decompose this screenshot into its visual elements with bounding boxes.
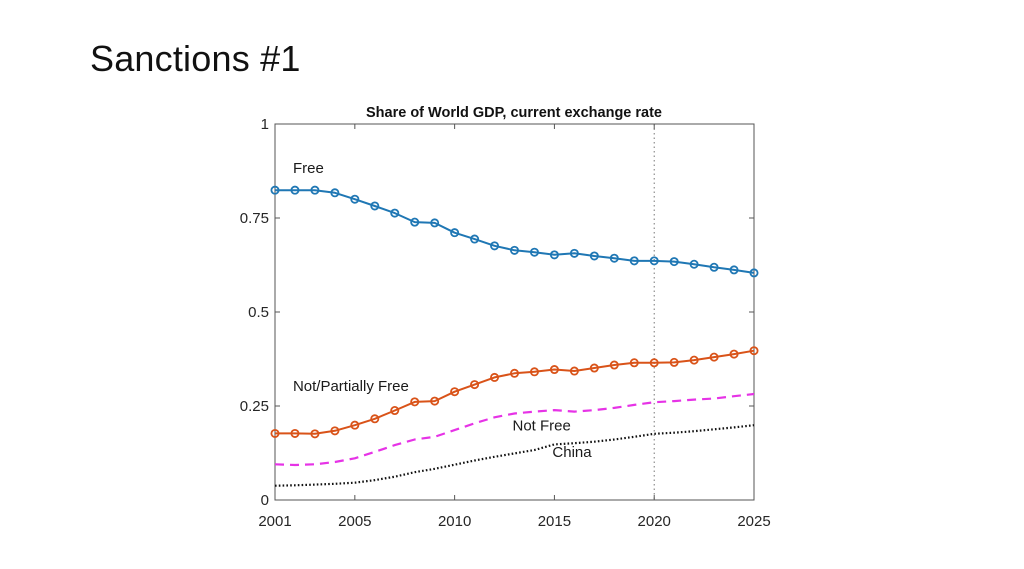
data-point-not-partially-free bbox=[370, 414, 380, 424]
series-line-free bbox=[275, 189, 755, 274]
data-point-free bbox=[390, 208, 400, 218]
data-point-free bbox=[589, 251, 599, 261]
data-point-not-partially-free bbox=[669, 357, 679, 367]
data-point-free bbox=[749, 268, 759, 278]
data-point-free bbox=[330, 188, 340, 198]
data-point-free bbox=[310, 185, 320, 195]
data-point-not-partially-free bbox=[509, 368, 519, 378]
y-tick-label: 0.75 bbox=[240, 210, 269, 227]
x-tick-label: 2001 bbox=[258, 513, 291, 530]
data-point-not-partially-free bbox=[490, 372, 500, 382]
data-point-free bbox=[490, 241, 500, 251]
data-point-not-partially-free bbox=[350, 420, 360, 430]
data-point-not-partially-free bbox=[729, 349, 739, 359]
data-point-free bbox=[549, 250, 559, 260]
series-label-china: China bbox=[552, 444, 592, 461]
x-tick-label: 2015 bbox=[538, 513, 571, 530]
data-point-not-partially-free bbox=[549, 365, 559, 375]
data-point-not-partially-free bbox=[529, 367, 539, 377]
x-tick-label: 2005 bbox=[338, 513, 371, 530]
series-not-partially-free bbox=[270, 346, 759, 439]
data-point-not-partially-free bbox=[749, 346, 759, 356]
data-point-free bbox=[669, 257, 679, 267]
axes: 2001 2005 2010 2015 2020 2025 0 0.25 0.5 0.75 1 bbox=[240, 116, 771, 530]
data-point-free bbox=[370, 201, 380, 211]
data-point-free bbox=[270, 185, 280, 195]
data-point-free bbox=[410, 217, 420, 227]
y-tick-label: 0.5 bbox=[248, 304, 269, 321]
data-point-free bbox=[649, 256, 659, 266]
data-point-not-partially-free bbox=[609, 360, 619, 370]
data-point-not-partially-free bbox=[410, 397, 420, 407]
data-point-free bbox=[629, 256, 639, 266]
chart-title: Share of World GDP, current exchange rat… bbox=[366, 105, 662, 121]
series-label-not-free: Not Free bbox=[513, 417, 571, 434]
data-point-free bbox=[350, 194, 360, 204]
data-point-not-partially-free bbox=[689, 355, 699, 365]
data-point-not-partially-free bbox=[270, 428, 280, 438]
x-tick-label: 2010 bbox=[438, 513, 471, 530]
y-tick-label: 0 bbox=[261, 492, 269, 509]
series-china bbox=[274, 424, 755, 487]
data-point-not-partially-free bbox=[290, 428, 300, 438]
data-point-free bbox=[290, 185, 300, 195]
data-point-free bbox=[729, 265, 739, 275]
data-point-free bbox=[529, 247, 539, 257]
y-tick-label: 0.25 bbox=[240, 398, 269, 415]
data-point-not-partially-free bbox=[390, 406, 400, 416]
plot-frame bbox=[274, 123, 755, 501]
data-point-not-partially-free bbox=[589, 363, 599, 373]
data-point-free bbox=[470, 234, 480, 244]
data-point-not-partially-free bbox=[330, 426, 340, 436]
data-point-free bbox=[450, 228, 460, 238]
series-line-not-free bbox=[274, 392, 755, 467]
data-point-not-partially-free bbox=[310, 429, 320, 439]
data-point-free bbox=[569, 248, 579, 258]
data-point-free bbox=[609, 253, 619, 263]
data-point-free bbox=[509, 245, 519, 255]
data-point-not-partially-free bbox=[649, 358, 659, 368]
series-line-china bbox=[274, 424, 755, 487]
data-point-not-partially-free bbox=[709, 352, 719, 362]
annotation-layer: Free Not/Partially Free Not Free China bbox=[293, 160, 592, 461]
data-point-not-partially-free bbox=[470, 380, 480, 390]
y-tick-label: 1 bbox=[261, 116, 269, 133]
series-free bbox=[270, 185, 759, 278]
x-tick-label: 2025 bbox=[737, 513, 770, 530]
data-point-not-partially-free bbox=[450, 387, 460, 397]
data-point-not-partially-free bbox=[569, 366, 579, 376]
series-label-not-partially-free: Not/Partially Free bbox=[293, 378, 409, 395]
x-tick-label: 2020 bbox=[638, 513, 671, 530]
data-point-free bbox=[709, 262, 719, 272]
series-label-free: Free bbox=[293, 160, 324, 177]
series-not-free bbox=[274, 392, 755, 467]
data-point-not-partially-free bbox=[629, 358, 639, 368]
data-point-free bbox=[689, 259, 699, 269]
series-layer bbox=[270, 185, 759, 487]
data-point-not-partially-free bbox=[430, 396, 440, 406]
slide-title: Sanctions #1 bbox=[90, 38, 301, 79]
data-point-free bbox=[430, 218, 440, 228]
series-line-not-partially-free bbox=[275, 349, 755, 435]
